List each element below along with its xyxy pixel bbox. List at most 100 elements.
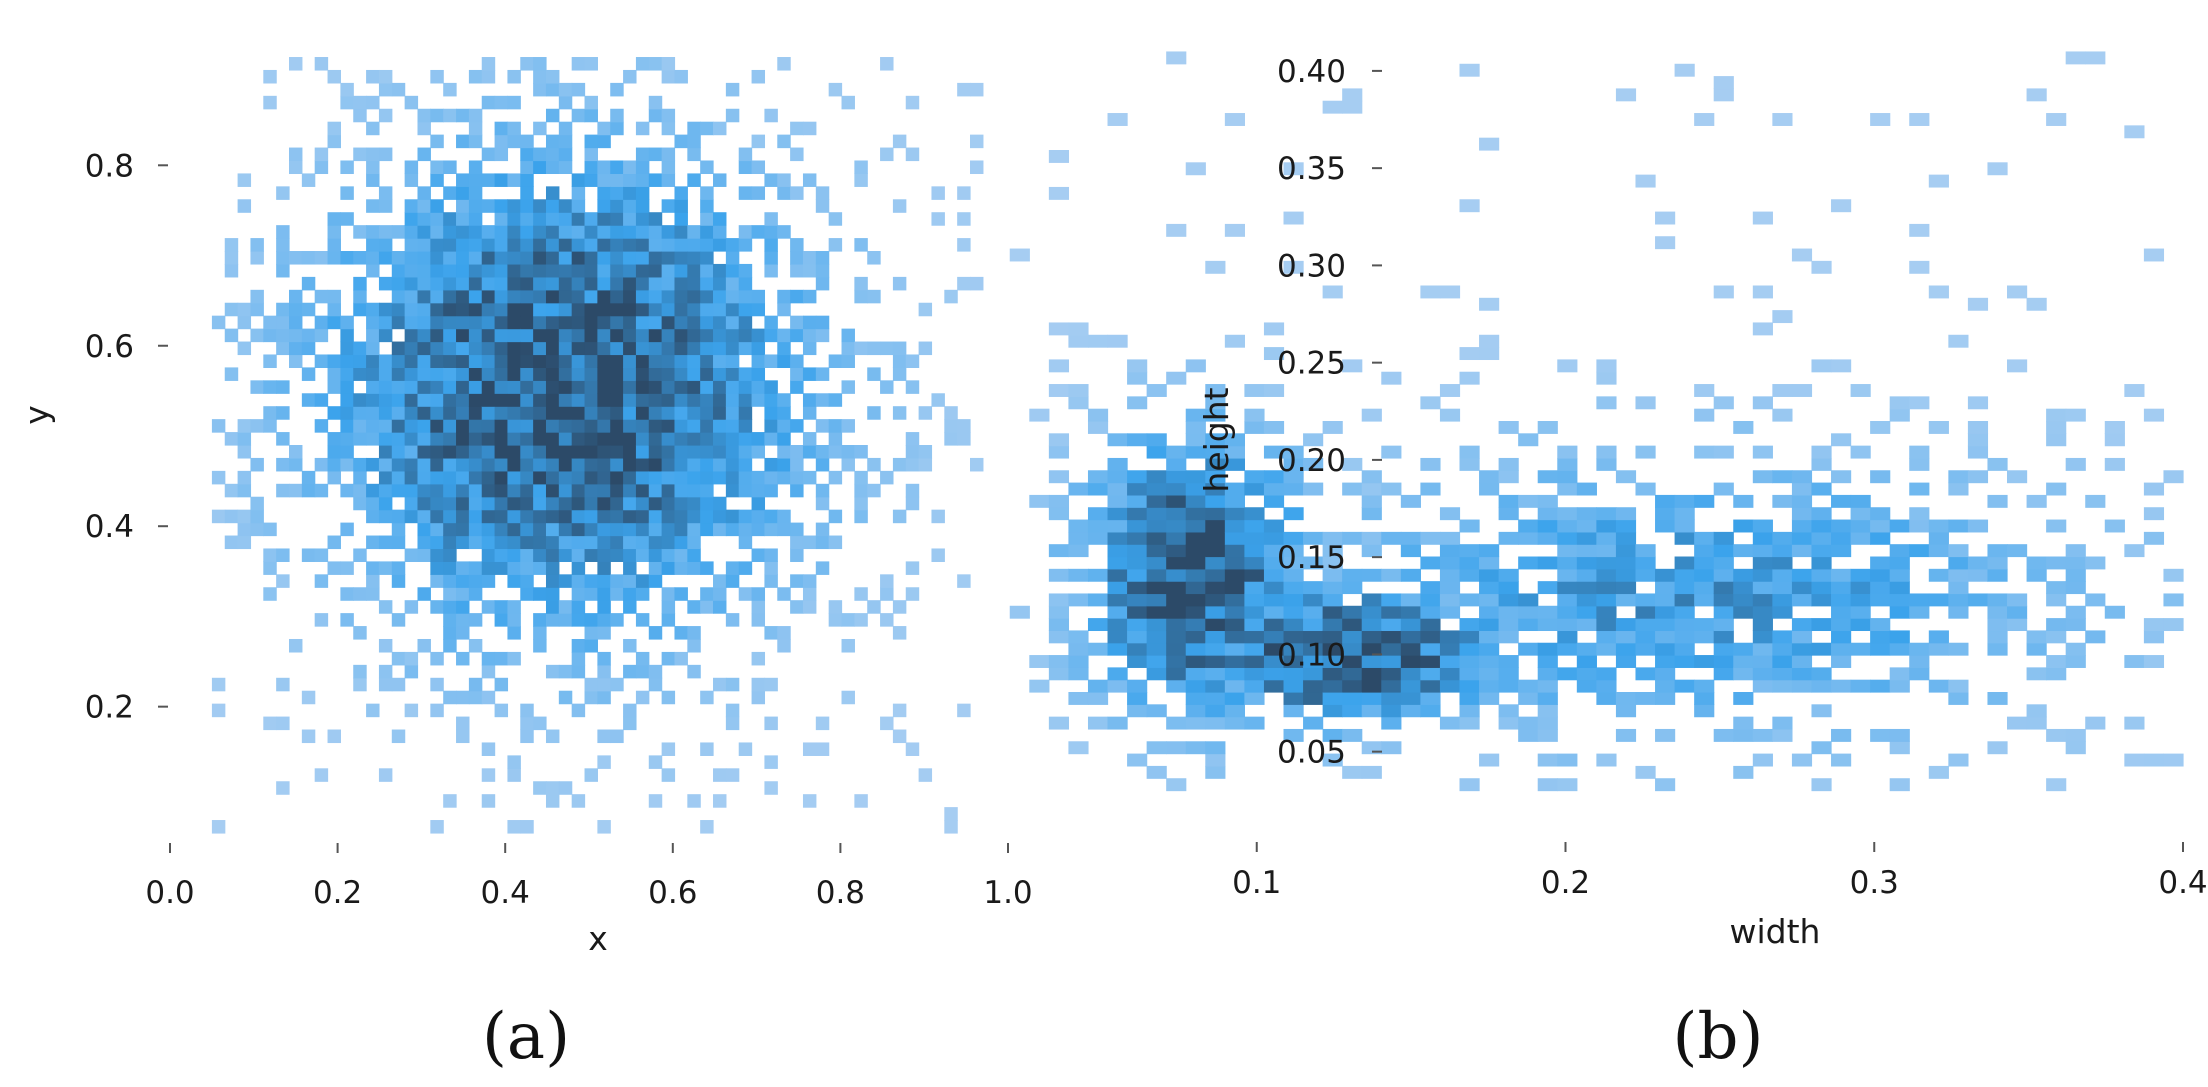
- heatmap-cell: [430, 457, 444, 472]
- heatmap-cell: [1283, 581, 1304, 595]
- heatmap-cell: [378, 251, 393, 265]
- heatmap-cell: [545, 108, 560, 123]
- heatmap-cell: [1342, 531, 1363, 545]
- heatmap-cell: [571, 574, 586, 588]
- heatmap-cell: [571, 522, 586, 537]
- heatmap-cell: [584, 57, 598, 71]
- heatmap-cell: [1381, 630, 1402, 644]
- heatmap-cell: [725, 354, 740, 368]
- heatmap-cell: [456, 651, 470, 666]
- heatmap-cell: [713, 302, 727, 317]
- heatmap-cell: [648, 794, 663, 808]
- heatmap-cell: [1420, 581, 1441, 595]
- heatmap-cell: [340, 457, 354, 472]
- heatmap-cell: [391, 302, 406, 317]
- heatmap-cell: [725, 483, 740, 498]
- heatmap-cell: [2026, 568, 2047, 582]
- heatmap-cell: [1244, 655, 1265, 668]
- heatmap-cell: [764, 238, 778, 252]
- heatmap-cell: [417, 263, 431, 278]
- heatmap-cell: [661, 742, 676, 756]
- heatmap-cell: [623, 432, 637, 446]
- heatmap-cell: [520, 522, 534, 537]
- heatmap-cell: [725, 406, 740, 420]
- heatmap-cell: [1224, 544, 1245, 558]
- heatmap-cell: [1576, 556, 1597, 570]
- heatmap-cell: [211, 509, 226, 524]
- heatmap-cell: [1244, 679, 1265, 693]
- heatmap-cell: [764, 251, 778, 265]
- heatmap-cell: [725, 768, 740, 782]
- heatmap-cell: [1948, 519, 1969, 533]
- heatmap-cell: [481, 600, 496, 614]
- heatmap-cell: [1068, 642, 1089, 656]
- heatmap-cell: [1322, 605, 1343, 619]
- heatmap-cell: [1166, 519, 1187, 533]
- heatmap-cell: [468, 121, 483, 136]
- heatmap-cell: [1713, 655, 1734, 668]
- heatmap-cell: [2065, 741, 2086, 755]
- heatmap-cell: [1576, 642, 1597, 656]
- heatmap-cell: [1831, 531, 1852, 545]
- heatmap-cell: [1244, 716, 1265, 730]
- heatmap-cell: [597, 470, 611, 485]
- heatmap-cell: [1694, 531, 1715, 545]
- heatmap-cell: [1342, 630, 1363, 644]
- heatmap-cell: [1146, 667, 1167, 681]
- heatmap-cell: [494, 328, 509, 343]
- heatmap-cell: [468, 251, 483, 265]
- heatmap-cell: [1283, 544, 1304, 558]
- heatmap-cell: [635, 147, 650, 162]
- heatmap-cell: [468, 613, 483, 627]
- heatmap-cell: [1576, 507, 1597, 521]
- heatmap-cell: [1909, 655, 1930, 668]
- heatmap-cell: [494, 121, 509, 136]
- heatmap-cell: [764, 380, 778, 394]
- heatmap-cell: [931, 212, 945, 226]
- heatmap-cell: [417, 315, 431, 330]
- heatmap-cell: [751, 522, 766, 537]
- heatmap-cell: [597, 509, 611, 524]
- heatmap-cell: [892, 276, 907, 291]
- heatmap-cell: [571, 251, 586, 265]
- heatmap-cell: [1224, 630, 1245, 644]
- heatmap-cell: [1224, 704, 1245, 718]
- x-tick-label: 0.2: [1541, 865, 1590, 901]
- heatmap-cell: [545, 289, 560, 304]
- heatmap-cell: [494, 600, 509, 614]
- heatmap-cell: [404, 600, 419, 614]
- heatmap-cell: [366, 406, 380, 420]
- heatmap-cell: [417, 225, 431, 239]
- heatmap-cell: [520, 341, 534, 356]
- heatmap-cell: [713, 522, 727, 537]
- heatmap-cell: [1615, 568, 1637, 582]
- heatmap-cell: [815, 496, 830, 511]
- heatmap-cell: [1127, 556, 1148, 570]
- heatmap-cell: [2124, 125, 2145, 139]
- heatmap-cell: [1342, 655, 1363, 668]
- heatmap-cell: [1479, 630, 1500, 644]
- heatmap-cell: [1850, 568, 1871, 582]
- heatmap-cell: [2163, 618, 2184, 632]
- heatmap-cell: [558, 238, 573, 252]
- heatmap-cell: [1459, 778, 1480, 792]
- heatmap-cell: [2143, 482, 2165, 496]
- heatmap-cell: [687, 251, 701, 265]
- heatmap-cell: [533, 57, 547, 71]
- heatmap-cell: [1752, 285, 1773, 299]
- heatmap-cell: [1498, 568, 1519, 582]
- heatmap-cell: [1127, 581, 1148, 595]
- heatmap-cell: [1791, 753, 1813, 767]
- heatmap-cell: [1459, 593, 1480, 607]
- heatmap-cell: [1557, 618, 1578, 632]
- heatmap-cell: [764, 677, 778, 692]
- heatmap-cell: [558, 470, 573, 485]
- heatmap-cell: [661, 470, 676, 485]
- heatmap-cell: [378, 600, 393, 614]
- heatmap-cell: [1381, 704, 1402, 718]
- heatmap-cell: [1596, 507, 1617, 521]
- heatmap-cell: [635, 289, 650, 304]
- heatmap-cell: [456, 238, 470, 252]
- heatmap-cell: [1772, 630, 1793, 644]
- heatmap-cell: [790, 419, 804, 433]
